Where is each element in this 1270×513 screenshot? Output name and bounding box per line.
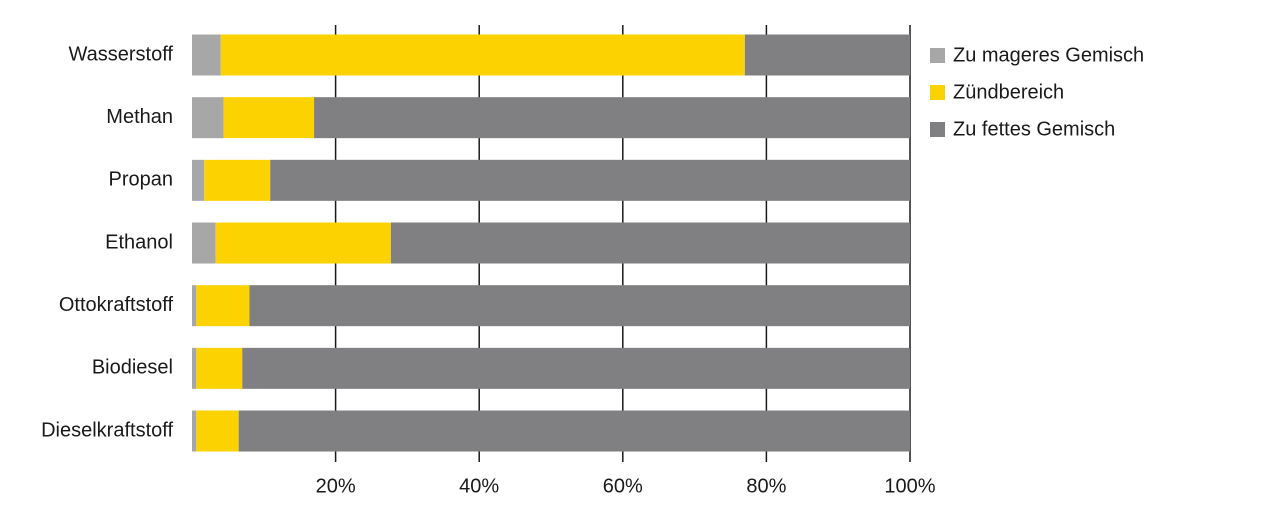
bar-segment: [192, 97, 224, 139]
bar-segment: [270, 159, 911, 201]
y-tick-label: Dieselkraftstoff: [41, 419, 173, 441]
bar-segment: [204, 159, 271, 201]
y-tick-label: Methan: [106, 106, 173, 128]
legend-label: Zündbereich: [953, 81, 1064, 103]
x-tick-label: 60%: [603, 475, 643, 497]
y-tick-label: Biodiesel: [92, 357, 173, 379]
bar-segment: [220, 34, 745, 76]
y-tick-label: Ottokraftstoff: [59, 294, 174, 316]
legend-swatch: [930, 122, 945, 137]
bar-segment: [196, 410, 239, 452]
bar-segment: [249, 285, 910, 327]
bar-segment: [192, 285, 197, 327]
bar-segment: [192, 159, 205, 201]
bar-segment: [192, 222, 216, 264]
y-tick-label: Propan: [109, 169, 174, 191]
legend-label: Zu mageres Gemisch: [953, 44, 1144, 66]
bar-segment: [215, 222, 391, 264]
legend-swatch: [930, 48, 945, 63]
bar-segment: [196, 285, 250, 327]
bar-segment: [196, 347, 243, 389]
bar-segment: [238, 410, 911, 452]
x-tick-label: 80%: [746, 475, 786, 497]
bar-segment: [192, 347, 197, 389]
y-tick-label: Wasserstoff: [69, 43, 174, 65]
bar-segment: [192, 410, 197, 452]
legend-swatch: [930, 85, 945, 100]
x-tick-label: 20%: [316, 475, 356, 497]
y-tick-label: Ethanol: [105, 231, 173, 253]
bar-segment: [314, 97, 910, 139]
bar-segment: [192, 34, 221, 76]
bar-segment: [390, 222, 910, 264]
bar-segment: [242, 347, 910, 389]
bar-segment: [744, 34, 910, 76]
x-tick-label: 40%: [459, 475, 499, 497]
bar-segment: [223, 97, 315, 139]
legend-label: Zu fettes Gemisch: [953, 118, 1115, 140]
x-tick-label: 100%: [884, 475, 935, 497]
